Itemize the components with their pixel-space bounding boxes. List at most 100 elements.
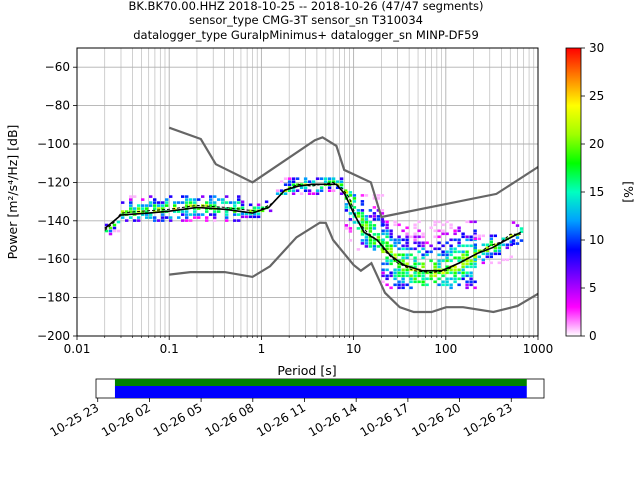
density-cell [453,271,457,275]
density-cell [393,277,397,281]
density-cell [485,246,489,250]
density-cell [473,265,477,269]
density-cell [360,230,365,233]
density-cell [372,227,377,230]
density-cell [287,183,292,186]
density-cell [181,201,185,204]
density-cell [465,274,469,278]
density-cell [457,226,461,230]
density-cell [197,213,201,216]
density-cell [437,262,441,266]
density-cell [327,180,332,183]
colorbar-tick-label: 15 [589,185,604,199]
coverage-tick-label: 10-26 11 [254,400,308,439]
density-cell [129,195,133,198]
density-cell [489,261,493,265]
density-cell [213,219,217,222]
density-cell [356,215,361,218]
density-cell [421,241,425,245]
density-cell [413,259,417,263]
density-cell [331,189,336,192]
density-cell [417,244,421,248]
density-cell [511,242,516,245]
density-cell [473,255,477,259]
density-cell [185,201,189,204]
density-cell [397,247,401,251]
density-cell [209,195,213,198]
density-cell [233,201,237,204]
density-cell [441,244,445,248]
density-cell [217,210,221,213]
density-cell [335,180,340,183]
density-cell [315,192,320,195]
density-cell [417,280,421,284]
density-cell [116,220,121,224]
density-cell [433,280,437,284]
density-cell [421,265,425,269]
density-cell [225,216,229,219]
density-cell [197,216,201,219]
density-cell [137,219,141,222]
density-cell [417,235,421,239]
density-cell [417,241,421,245]
density-cell [417,271,421,275]
density-cell [225,195,229,198]
density-cell [368,239,373,242]
density-cell [509,234,513,238]
density-cell [153,216,157,219]
density-cell [457,244,461,248]
density-cell [437,259,441,263]
density-cell [389,244,393,248]
density-cell [449,223,453,227]
density-cell [356,227,361,230]
density-cell [481,234,485,238]
density-cell [433,271,437,275]
density-cell [133,219,137,222]
density-cell [509,255,513,259]
density-cell [437,265,441,269]
density-cell [376,233,381,236]
density-cell [189,198,193,201]
density-cell [401,247,405,251]
density-cell [237,219,241,222]
density-cell [429,259,433,263]
density-cell [393,283,397,287]
density-cell [413,274,417,278]
density-cell [129,198,133,201]
density-cell [453,250,457,254]
density-cell [364,218,369,221]
density-cell [413,280,417,284]
density-cell [279,180,284,183]
density-cell [108,229,113,233]
density-cell [331,177,336,180]
density-cell [185,204,189,207]
density-cell [385,223,389,227]
density-cell [401,229,405,233]
density-cell [401,271,405,275]
density-cell [149,195,153,198]
density-cell [393,223,397,227]
density-cell [449,253,453,257]
density-cell [441,223,445,227]
density-cell [157,207,161,210]
coverage-tick-label: 10-26 14 [306,400,360,439]
density-cell [121,210,125,213]
density-cell [372,248,377,251]
density-cell [205,216,209,219]
density-cell [145,216,149,219]
density-cell [360,200,365,203]
density-cell [405,244,409,248]
density-cell [225,210,229,213]
density-cell [125,219,129,222]
density-cell [457,271,461,275]
density-cell [445,241,449,245]
density-cell [213,210,217,213]
density-cell [469,220,473,224]
density-cell [381,262,385,266]
x-tick-label: 10 [346,342,361,356]
density-cell [221,201,225,204]
density-cell [344,203,349,206]
density-cell [501,237,505,241]
density-cell [457,241,461,245]
density-cell [441,271,445,275]
